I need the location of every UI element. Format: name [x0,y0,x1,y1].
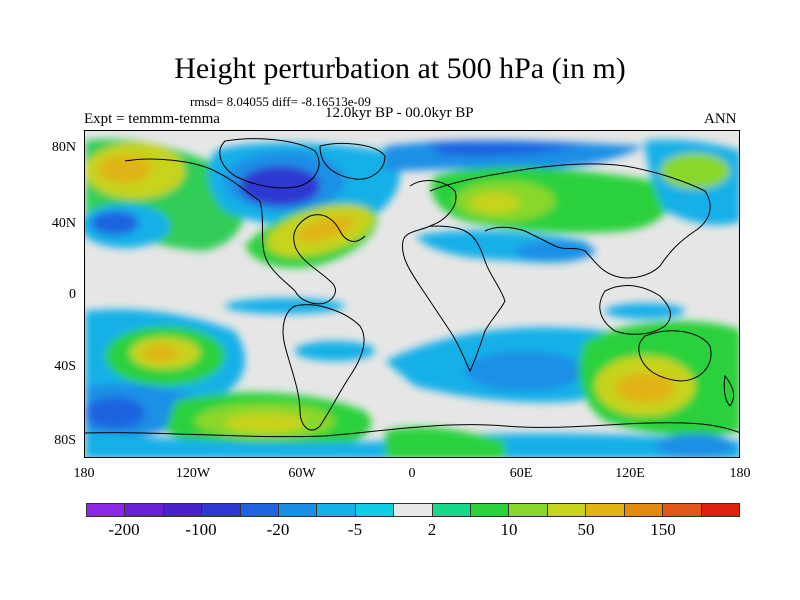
colorbar-label: -200 [108,520,140,539]
lat-label: 80S [54,433,76,448]
lon-label: 60E [509,466,533,481]
colorbar-swatch [624,504,664,516]
colorbar-swatch [87,504,126,516]
lon-label: 60W [288,466,316,481]
colorbar-label: -100 [185,520,217,539]
colorbar-swatch [355,504,395,516]
lat-label: 80N [51,140,76,155]
colorbar-swatch [163,504,203,516]
arctic-islands-coast [219,138,320,189]
colorbar-label: 150 [650,520,676,539]
colorbar-swatch [202,504,241,516]
colorbar [86,503,740,517]
contour-fields [85,138,739,457]
lat-label: 40N [51,216,76,231]
eurasia-coast [429,163,711,279]
lat-label: 40S [54,359,76,374]
experiment-label: Expt = temmm-temma [84,111,220,127]
colorbar-swatch [586,504,625,516]
season-label: ANN [704,111,737,127]
colorbar-label: 2 [427,520,437,539]
south-america-coast [282,304,365,431]
north-america-coast [124,158,366,305]
lat-label: 0 [69,287,76,302]
colorbar-swatch [240,504,280,516]
colorbar-label: 10 [500,520,518,539]
colorbar-swatch [471,504,510,516]
colorbar-swatch [125,504,164,516]
lon-label: 180 [729,466,751,481]
new-zealand-coast [723,374,735,407]
australia-coast [638,330,712,382]
period-label: 12.0kyr BP - 00.0kyr BP [325,105,474,121]
height-perturbation-map [84,130,740,458]
colorbar-swatch [317,504,356,516]
colorbar-swatch [509,504,548,516]
colorbar-swatch [701,504,739,516]
colorbar-label: -5 [347,520,363,539]
colorbar-swatch [663,504,702,516]
colorbar-swatch [432,504,472,516]
colorbar-swatch [279,504,318,516]
colorbar-swatch [394,504,433,516]
colorbar-label: 50 [577,520,595,539]
lon-label: 0 [408,466,416,481]
lon-label: 180 [73,466,95,481]
colorbar-swatch [547,504,587,516]
plot-title: Height perturbation at 500 hPa (in m) [174,52,626,85]
statistics-text: rmsd= 8.04055 diff= -8.16513e-09 [190,94,371,109]
coastlines [85,138,739,438]
greenland-coast [319,142,386,180]
lon-label: 120W [175,466,211,481]
antarctica-coast [85,422,739,438]
colorbar-label: -20 [266,520,290,539]
map-canvas [85,131,739,457]
lon-label: 120E [615,466,645,481]
maritime-continent-coast [599,285,671,335]
africa-coast [401,180,506,373]
